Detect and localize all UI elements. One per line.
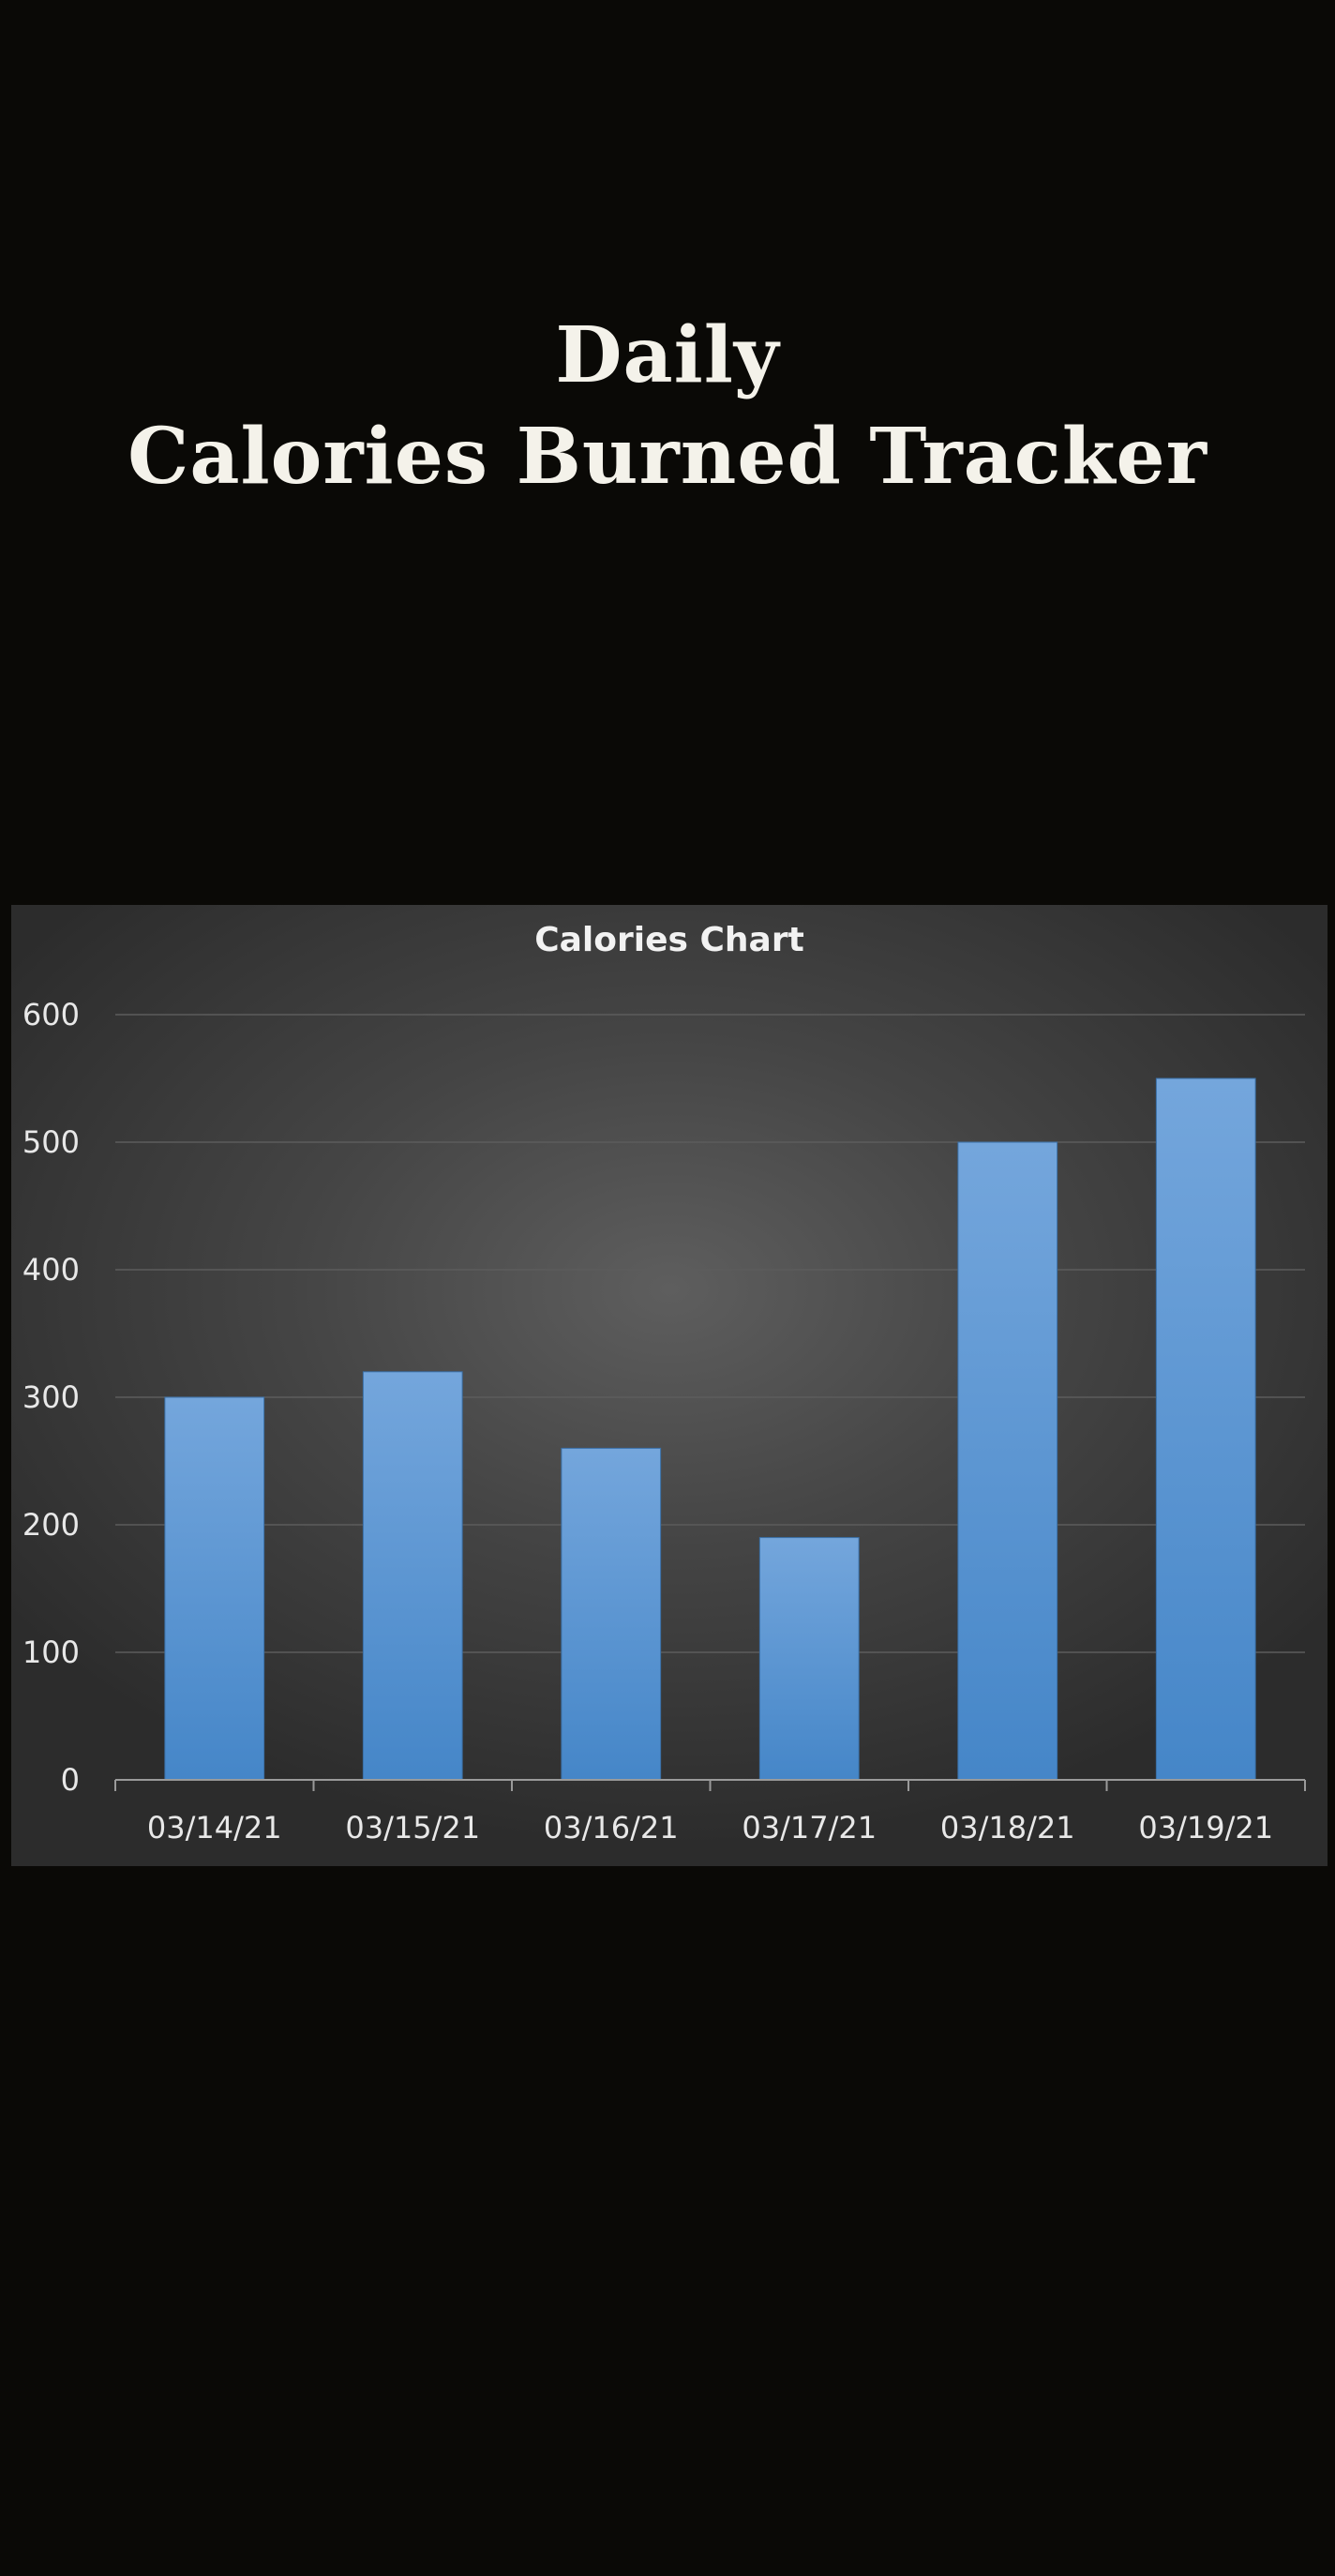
bar-03-14-21: [164, 1396, 265, 1781]
page-title-line1: Daily: [555, 310, 780, 400]
x-tick-label: 03/15/21: [345, 1810, 480, 1845]
gridlines: [115, 1014, 1305, 1653]
bar-03-15-21: [362, 1371, 463, 1781]
x-tick-label: 03/18/21: [940, 1810, 1075, 1845]
y-axis-labels: 0 100 200 300 400 500 600: [22, 997, 80, 1798]
y-tick-label: 300: [22, 1379, 80, 1415]
page-title: Daily Calories Burned Tracker: [0, 305, 1335, 507]
y-tick-label: 0: [61, 1762, 80, 1798]
page-title-line2: Calories Burned Tracker: [128, 412, 1208, 502]
bar-chart: Calories Chart 0 100 200 300 400 500 600 03/14…: [22, 921, 1306, 1845]
bars: [164, 1077, 1256, 1781]
y-tick-label: 100: [22, 1634, 80, 1670]
x-axis-labels: 03/14/21 03/15/21 03/16/21 03/17/21 03/18/21…: [147, 1810, 1273, 1845]
bar-03-18-21: [957, 1141, 1058, 1781]
y-tick-label: 400: [22, 1252, 80, 1288]
y-tick-label: 200: [22, 1507, 80, 1543]
y-tick-label: 500: [22, 1124, 80, 1160]
bar-03-17-21: [758, 1537, 860, 1781]
x-tick-label: 03/17/21: [742, 1810, 877, 1845]
x-tick-label: 03/16/21: [544, 1810, 679, 1845]
chart-title: Calories Chart: [534, 921, 804, 959]
y-tick-label: 600: [22, 997, 80, 1032]
x-tick-label: 03/14/21: [147, 1810, 282, 1845]
chart-panel: Calories Chart 0 100 200 300 400 500 600 03/14…: [11, 905, 1328, 1866]
bar-03-19-21: [1155, 1077, 1256, 1781]
x-axis: [114, 1779, 1306, 1791]
x-tick-label: 03/19/21: [1138, 1810, 1273, 1845]
bar-03-16-21: [561, 1447, 662, 1781]
